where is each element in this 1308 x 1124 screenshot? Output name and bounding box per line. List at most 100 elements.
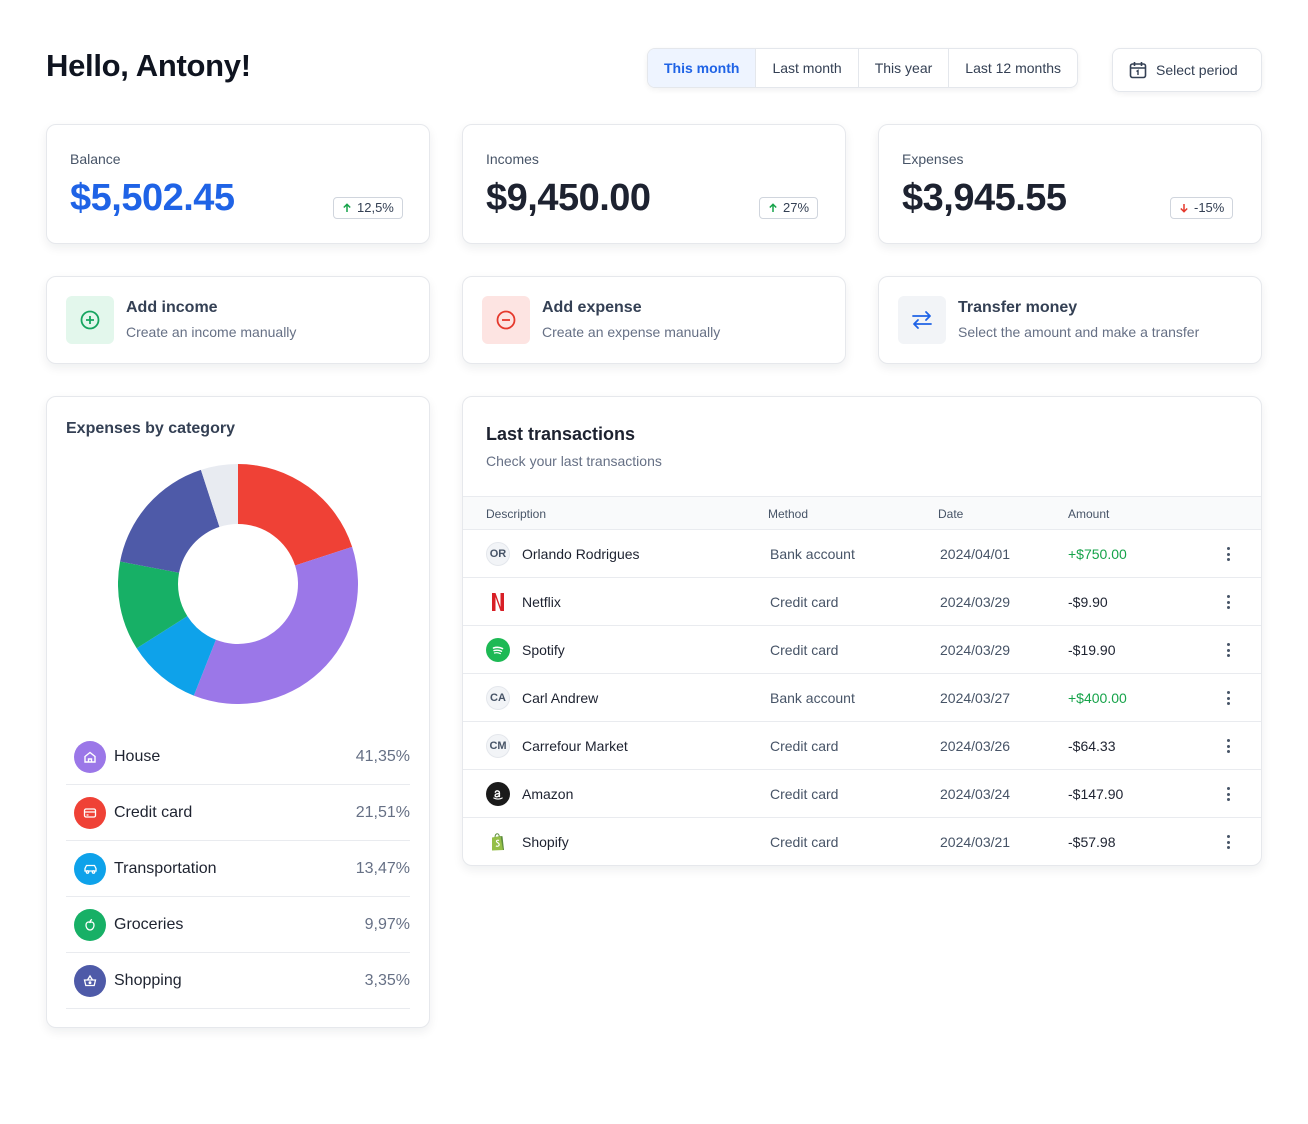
expenses-card: Expenses $3,945.55 -15% <box>878 124 1262 244</box>
donut-slice-shopping[interactable] <box>120 469 220 573</box>
category-name: Credit card <box>114 803 193 821</box>
balance-label: Balance <box>70 151 121 167</box>
more-vertical-icon[interactable] <box>1220 688 1236 708</box>
table-header: Description Method Date Amount <box>463 496 1261 530</box>
avatar: OR <box>486 542 510 566</box>
balance-change-badge: 12,5% <box>333 197 403 219</box>
more-vertical-icon[interactable] <box>1220 640 1236 660</box>
more-vertical-icon[interactable] <box>1220 832 1236 852</box>
more-vertical-icon[interactable] <box>1220 736 1236 756</box>
category-item-shopping[interactable]: Shopping 3,35% <box>66 953 410 1009</box>
transaction-amount: -$9.90 <box>1068 594 1108 610</box>
tab-last-12-months[interactable]: Last 12 months <box>965 60 1062 76</box>
tab-last-month[interactable]: Last month <box>756 49 859 87</box>
category-item-groceries[interactable]: Groceries 9,97% <box>66 897 410 953</box>
arrow-up-icon <box>769 203 777 212</box>
tab-this-month[interactable]: This month <box>648 49 757 87</box>
add-income-card[interactable]: Add income Create an income manually <box>46 276 430 364</box>
transaction-name: Netflix <box>522 594 561 610</box>
car-icon <box>74 852 106 885</box>
tab-this-year[interactable]: This year <box>859 49 950 87</box>
add-income-icon-box <box>66 296 114 344</box>
expenses-by-category-title: Expenses by category <box>66 420 235 437</box>
add-expense-card[interactable]: Add expense Create an expense manually <box>462 276 846 364</box>
transactions-title: Last transactions <box>486 424 636 444</box>
period-tabs: This month Last month This year Last 12 … <box>647 48 1079 88</box>
transaction-method: Bank account <box>770 690 855 706</box>
table-row[interactable]: CA Carl Andrew Bank account 2024/03/27 +… <box>463 674 1261 722</box>
transaction-amount: -$57.98 <box>1068 834 1116 850</box>
greeting-title: Hello, Antony! <box>46 48 251 83</box>
category-item-credit-card[interactable]: Credit card 21,51% <box>66 785 410 841</box>
last-transactions-card: Last transactions Check your last transa… <box>462 396 1262 866</box>
category-name: House <box>114 747 161 765</box>
balance-card: Balance $5,502.45 12,5% <box>46 124 430 244</box>
balance-change: 12,5% <box>357 200 394 215</box>
more-vertical-icon[interactable] <box>1220 544 1236 564</box>
transaction-method: Credit card <box>770 594 839 610</box>
add-income-subtitle: Create an income manually <box>126 324 297 340</box>
basket-icon <box>74 964 106 997</box>
category-name: Groceries <box>114 915 184 933</box>
plus-circle-icon <box>80 310 100 330</box>
category-item-house[interactable]: House 41,35% <box>66 729 410 785</box>
transfer-money-card[interactable]: Transfer money Select the amount and mak… <box>878 276 1262 364</box>
expenses-by-category-card: Expenses by category House 41,35% Credit… <box>46 396 430 1028</box>
column-amount: Amount <box>1068 507 1110 521</box>
donut-slice-credit-card[interactable] <box>238 464 353 566</box>
table-row[interactable]: OR Orlando Rodrigues Bank account 2024/0… <box>463 530 1261 578</box>
add-expense-title: Add expense <box>542 299 642 316</box>
transactions-subtitle: Check your last transactions <box>486 453 662 469</box>
category-percent: 41,35% <box>355 747 410 765</box>
table-row[interactable]: Netflix Credit card 2024/03/29 -$9.90 <box>463 578 1261 626</box>
transaction-date: 2024/03/29 <box>940 642 1011 658</box>
expenses-donut-chart <box>118 464 358 704</box>
incomes-change-badge: 27% <box>759 197 819 219</box>
transaction-amount: -$19.90 <box>1068 642 1116 658</box>
transfer-icon-box <box>898 296 946 344</box>
arrow-up-icon <box>343 203 351 212</box>
category-item-transportation[interactable]: Transportation 13,47% <box>66 841 410 897</box>
transaction-date: 2024/03/24 <box>940 786 1011 802</box>
table-row[interactable]: Shopify Credit card 2024/03/21 -$57.98 <box>463 818 1261 866</box>
transaction-method: Credit card <box>770 834 839 850</box>
more-vertical-icon[interactable] <box>1220 592 1236 612</box>
transactions-table: Description Method Date Amount OR Orland… <box>463 496 1261 866</box>
donut-slice-transportation[interactable] <box>136 616 216 696</box>
shopify-icon <box>486 830 510 854</box>
transaction-method: Credit card <box>770 738 839 754</box>
incomes-change: 27% <box>783 200 810 215</box>
table-row[interactable]: Spotify Credit card 2024/03/29 -$19.90 <box>463 626 1261 674</box>
transfer-title: Transfer money <box>958 299 1078 316</box>
transaction-date: 2024/03/26 <box>940 738 1011 754</box>
table-row[interactable]: CM Carrefour Market Credit card 2024/03/… <box>463 722 1261 770</box>
transaction-name: Amazon <box>522 786 574 802</box>
expenses-change: -15% <box>1194 200 1225 215</box>
amazon-icon <box>486 782 510 806</box>
table-row[interactable]: Amazon Credit card 2024/03/24 -$147.90 <box>463 770 1261 818</box>
transfer-arrows-icon <box>912 311 932 329</box>
house-icon <box>74 740 106 773</box>
transaction-name: Carl Andrew <box>522 690 599 706</box>
expenses-change-badge: -15% <box>1170 197 1234 219</box>
transaction-amount: -$147.90 <box>1068 786 1124 802</box>
transaction-method: Bank account <box>770 546 855 562</box>
donut-slice-other[interactable] <box>200 464 238 527</box>
select-period-button[interactable]: Select period <box>1112 48 1262 92</box>
donut-slice-house[interactable] <box>193 546 358 704</box>
transaction-amount: -$64.33 <box>1068 738 1116 754</box>
avatar: CA <box>486 686 510 710</box>
transaction-method: Credit card <box>770 786 839 802</box>
add-expense-subtitle: Create an expense manually <box>542 324 721 340</box>
calendar-icon <box>1129 62 1147 79</box>
transaction-amount: +$400.00 <box>1068 690 1127 706</box>
add-expense-icon-box <box>482 296 530 344</box>
transaction-date: 2024/04/01 <box>940 546 1011 562</box>
category-percent: 3,35% <box>364 971 410 989</box>
add-income-title: Add income <box>126 299 218 316</box>
incomes-value: $9,450.00 <box>486 177 651 219</box>
incomes-card: Incomes $9,450.00 27% <box>462 124 846 244</box>
more-vertical-icon[interactable] <box>1220 784 1236 804</box>
transaction-name: Orlando Rodrigues <box>522 546 640 562</box>
donut-slice-groceries[interactable] <box>118 561 188 649</box>
